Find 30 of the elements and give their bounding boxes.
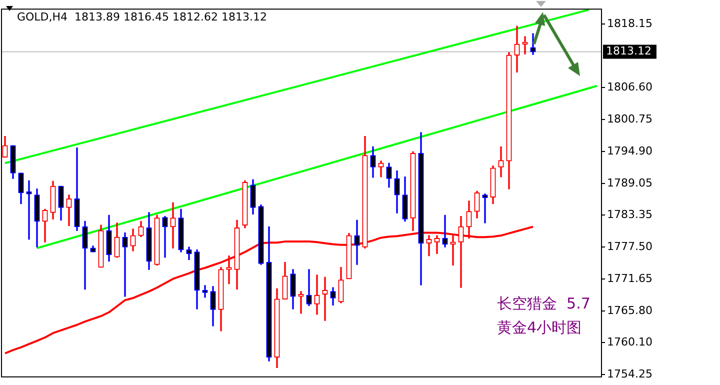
- y-tick-label: 1806.60: [607, 80, 652, 94]
- y-tick-label: 1800.75: [607, 112, 652, 126]
- candlestick: [514, 26, 520, 73]
- candlestick: [162, 216, 168, 258]
- candlestick: [122, 232, 128, 297]
- ref-line-label: 1813.12: [606, 44, 652, 58]
- candlestick: [226, 255, 232, 284]
- candlestick: [442, 214, 448, 248]
- annotation: 长空猎金 5.7: [497, 294, 590, 312]
- candlestick: [202, 285, 208, 298]
- candlestick: [482, 194, 488, 224]
- y-tick-label: 1794.90: [607, 144, 652, 158]
- annotation: 黄金4小时图: [497, 318, 582, 336]
- y-tick-label: 1765.80: [607, 304, 652, 318]
- candlestick: [314, 274, 320, 315]
- y-tick-label: 1754.25: [607, 367, 652, 380]
- y-tick-label: 1818.15: [607, 17, 652, 30]
- y-tick-label: 1771.65: [607, 272, 652, 285]
- candlestick: [322, 276, 328, 321]
- chart-title: GOLD,H4 1813.89 1816.45 1812.62 1813.12: [17, 10, 267, 24]
- candlestick: [434, 235, 440, 254]
- y-tick-label: 1783.35: [607, 208, 652, 221]
- y-tick-label: 1789.05: [607, 176, 652, 190]
- y-tick-label: 1760.10: [607, 335, 652, 348]
- candlestick: [306, 269, 312, 306]
- candlestick: [170, 202, 176, 248]
- candlestick: [354, 220, 360, 265]
- y-tick-label: 1777.50: [607, 240, 652, 253]
- candlestick: [426, 235, 432, 256]
- candlestick: [498, 146, 504, 178]
